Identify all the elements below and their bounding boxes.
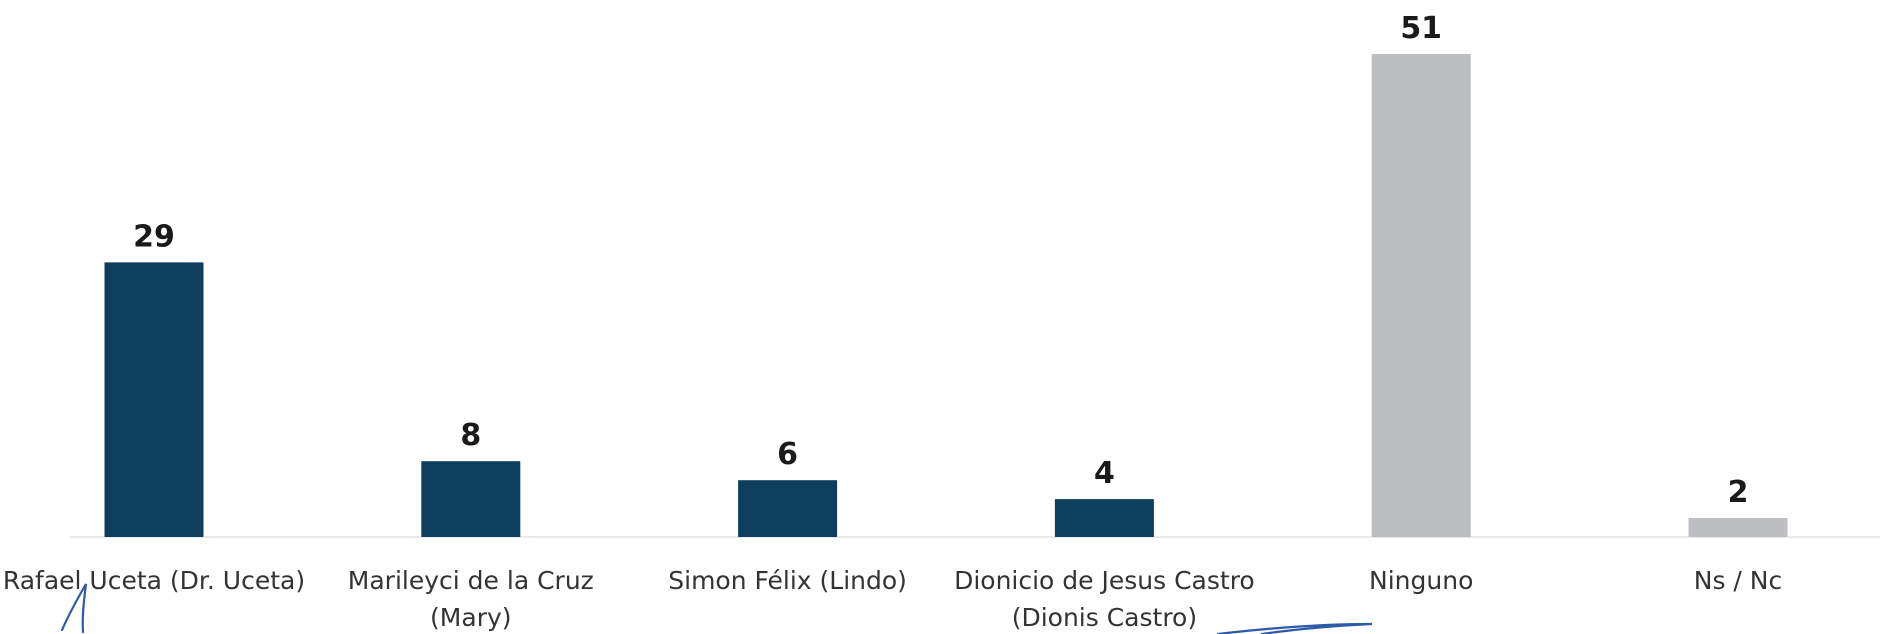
category-label-0-line-0: Rafael Uceta (Dr. Uceta) <box>3 566 305 595</box>
category-label-4: Ninguno <box>1369 566 1473 595</box>
bar-5 <box>1688 518 1788 537</box>
category-label-1-line-1: (Mary) <box>430 603 511 632</box>
category-label-1-line-0: Marileyci de la Cruz <box>348 566 594 595</box>
category-label-1: Marileyci de la Cruz (Mary) <box>348 566 594 632</box>
value-label-5: 2 <box>1728 475 1749 510</box>
pen-mark-right <box>1216 622 1373 634</box>
category-label-3-line-0: Dionicio de Jesus Castro <box>954 566 1255 595</box>
bar-3 <box>1054 499 1154 537</box>
category-label-2-line-0: Simon Félix (Lindo) <box>668 566 907 595</box>
bar-2 <box>738 480 838 537</box>
value-label-0: 29 <box>133 219 175 254</box>
category-labels-group: Rafael Uceta (Dr. Uceta) Marileyci de la … <box>3 566 1782 632</box>
category-label-5-line-0: Ns / Nc <box>1694 566 1783 595</box>
value-label-4: 51 <box>1400 11 1442 46</box>
value-labels-group: 29 8 6 4 51 2 <box>133 11 1748 510</box>
category-label-2: Simon Félix (Lindo) <box>668 566 907 595</box>
pen-mark-left <box>60 583 88 634</box>
value-label-2: 6 <box>777 437 798 472</box>
bar-0 <box>104 262 204 537</box>
value-label-1: 8 <box>460 418 481 453</box>
category-label-4-line-0: Ninguno <box>1369 566 1473 595</box>
category-label-3-line-1: (Dionis Castro) <box>1012 603 1197 632</box>
bar-1 <box>421 461 521 537</box>
category-label-5: Ns / Nc <box>1694 566 1783 595</box>
category-label-3: Dionicio de Jesus Castro (Dionis Castro) <box>954 566 1255 632</box>
bars-group <box>104 54 1788 537</box>
value-label-3: 4 <box>1094 456 1115 491</box>
bar-4 <box>1371 54 1471 537</box>
category-label-0: Rafael Uceta (Dr. Uceta) <box>3 566 305 595</box>
